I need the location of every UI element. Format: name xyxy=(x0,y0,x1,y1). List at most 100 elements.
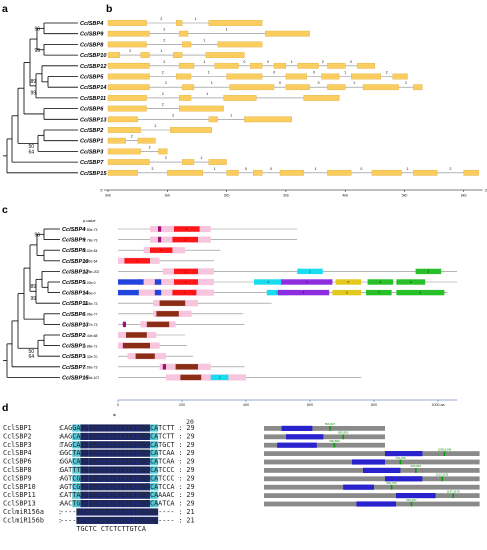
motif-gene-label-cclsbp3: CclSBP3 xyxy=(62,354,86,360)
alignment-sequence: AGTCGTGCTCTCTCTCTCTTGTCATCCC xyxy=(60,474,175,482)
p-value-header: p-value xyxy=(82,219,95,223)
exon-block xyxy=(264,30,310,37)
cleavage-position: 1157-1176 xyxy=(447,489,460,493)
alignment-shade-cyan xyxy=(149,483,159,491)
motif-gene-label-cclsbp11: CclSBP11 xyxy=(62,301,88,307)
alignment-shade-navy xyxy=(76,516,159,524)
kb-axis-tick-label: 6kb xyxy=(461,194,467,198)
alignment-colon: : xyxy=(58,508,62,516)
motif-number: 1 xyxy=(136,259,138,263)
exon-block xyxy=(250,62,263,69)
intron-phase-label: 0 xyxy=(273,71,275,75)
exon-block xyxy=(140,52,150,58)
motif-number: 5 xyxy=(348,280,350,284)
alignment-colon: : xyxy=(179,483,183,491)
alignment-shade-cyan xyxy=(72,449,81,457)
gene-label-cclsbp7: CclSBP7 xyxy=(80,160,104,166)
motif-block xyxy=(122,321,126,328)
alignment-seq-name: CclSBP3 xyxy=(3,441,32,449)
motif-gene-label-cclsbp15: CclSBP15 xyxy=(62,375,89,381)
exon-block xyxy=(303,95,340,101)
intron-phase-label: 1 xyxy=(291,60,293,64)
aa-axis-tick-label: 600 xyxy=(307,403,313,407)
exon-block xyxy=(107,105,147,112)
exon-block xyxy=(253,169,263,176)
gene-label-cclsbp14: CclSBP14 xyxy=(80,85,107,91)
alignment-length: 29 xyxy=(186,474,194,482)
motif-gene-label-cclsbp2: CclSBP2 xyxy=(62,333,86,339)
intron-phase-label: 2 xyxy=(163,38,165,42)
motif-gene-label-cclsbp13: CclSBP13 xyxy=(62,322,89,328)
motif-number: 1 xyxy=(160,248,162,252)
motif-block xyxy=(297,268,323,275)
intron-phase-label: 1 xyxy=(160,49,162,53)
p-value-text: 7.44e-68 xyxy=(84,334,97,338)
intron-phase-label: 2 xyxy=(172,113,174,117)
alignment-shade-navy xyxy=(88,483,150,491)
aa-axis-tick-label: 800 xyxy=(371,403,377,407)
intron-phase-label: 2 xyxy=(154,124,156,128)
intron-phase-label: 2 xyxy=(163,60,165,64)
sbp-coding-region xyxy=(363,467,401,473)
tree-a-bootstrap: 64 xyxy=(28,149,34,155)
intron-phase-label: 2 xyxy=(152,167,154,171)
intron-phase-label: 2 xyxy=(131,135,133,139)
alignment-colon: : xyxy=(58,483,62,491)
intron-phase-label: 0 xyxy=(313,71,315,75)
exon-block xyxy=(176,20,183,26)
motif-block xyxy=(210,374,229,381)
alignment-shade-cyan xyxy=(149,474,159,482)
alignment-shade-cyan xyxy=(149,449,159,457)
alignment-shade-cyan xyxy=(72,458,81,466)
exon-block xyxy=(179,62,195,69)
exon-block xyxy=(229,84,275,91)
tree-c-bootstrap: 64 xyxy=(28,354,34,360)
intron-phase-label: 1 xyxy=(211,81,213,85)
exon-block xyxy=(170,127,212,133)
intron-phase-label: 2 xyxy=(163,28,165,32)
kb-axis-tick-label: 3kb xyxy=(283,194,289,198)
exon-block xyxy=(226,169,239,176)
cleavage-position: 690-700 xyxy=(386,481,397,485)
alignment-seq-name: CclmiR156a xyxy=(3,508,44,516)
alignment-colon: : xyxy=(179,516,183,524)
intron-phase-label: 2 xyxy=(322,60,324,64)
aa-axis-tick-label: 200 xyxy=(179,403,185,407)
alignment-colon: : xyxy=(58,424,62,432)
exon-block xyxy=(107,137,126,144)
motif-block xyxy=(175,364,198,370)
kb-axis-tick-label: 5kb xyxy=(402,194,408,198)
exon-block xyxy=(158,148,168,155)
alignment-shade-navy xyxy=(88,441,150,449)
p-value-text: 6.28e-202 xyxy=(84,270,99,274)
motif-block xyxy=(124,258,150,264)
exon-block xyxy=(208,159,227,165)
motif-gene-label-cclsbp12: CclSBP12 xyxy=(62,269,89,275)
transcript-bar xyxy=(264,426,385,431)
motif-block xyxy=(154,289,162,296)
motif-number: 6 xyxy=(420,291,422,295)
motif-number: 2 xyxy=(219,375,221,379)
alignment-seq-name: CclSBP10 xyxy=(3,483,36,491)
alignment-shade-cyan xyxy=(149,432,159,440)
gene-label-cclsbp6: CclSBP6 xyxy=(80,107,104,113)
motif-block xyxy=(367,279,394,285)
motif-block xyxy=(332,289,362,296)
exon-block xyxy=(179,105,224,112)
motif-block xyxy=(281,279,333,285)
tree-c-bootstrap: 89 xyxy=(30,284,36,290)
alignment-seq-name: CclSBP9 xyxy=(3,474,32,482)
intron-phase-label: 0 xyxy=(318,81,320,85)
tree-a-bootstrap: 99 xyxy=(30,91,36,97)
alignment-colon: : xyxy=(58,449,62,457)
sbp-coding-region xyxy=(281,425,313,431)
alignment-seq-name: CclSBP8 xyxy=(3,466,32,474)
alignment-sequence: AACTGTGCTCTCTCTCTCTTGTCAATCA xyxy=(60,500,175,508)
intron-phase-label: 1 xyxy=(214,167,216,171)
motif-number: 6 xyxy=(410,280,412,284)
gene-label-cclsbp9: CclSBP9 xyxy=(80,32,104,38)
exon-block xyxy=(179,95,192,101)
tree-a-bootstrap: 99 xyxy=(34,48,40,54)
alignment-colon: : xyxy=(179,432,183,440)
